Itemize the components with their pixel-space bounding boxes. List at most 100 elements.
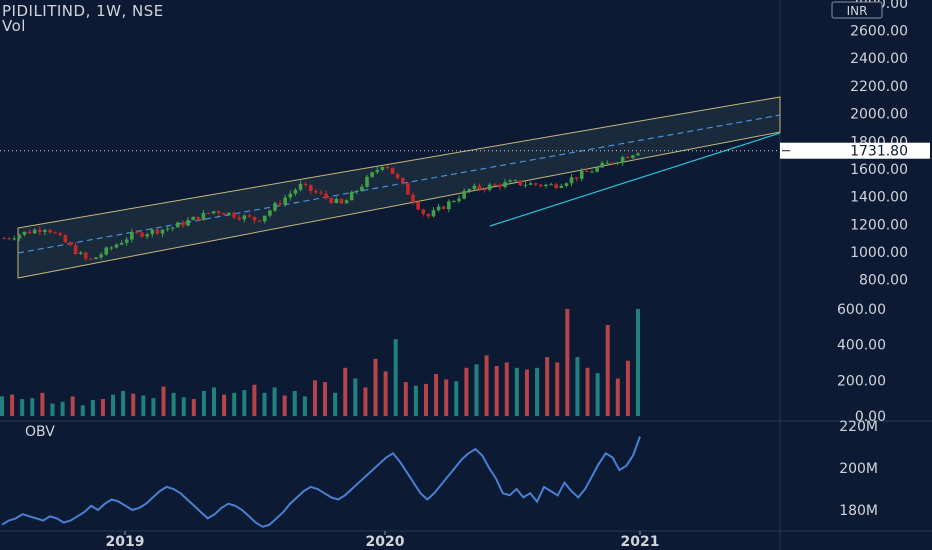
candle-body <box>165 228 170 230</box>
volume-bar <box>363 387 368 416</box>
candle-body <box>268 210 272 216</box>
price-axis-label: 1600.00 <box>850 162 908 178</box>
volume-bar <box>585 367 590 416</box>
time-axis-label: 2019 <box>106 534 145 550</box>
time-axis-label: 2020 <box>366 534 405 550</box>
obv-label: OBV <box>25 424 55 440</box>
candle-body <box>329 197 334 204</box>
candle-body <box>585 171 589 173</box>
candle-body <box>247 215 252 217</box>
candle-body <box>559 185 564 188</box>
candle-body <box>237 217 241 220</box>
obv-axis-label: 200M <box>839 461 878 477</box>
volume-bar <box>201 391 206 416</box>
candle-body <box>539 184 543 187</box>
channel-midline <box>17 114 781 254</box>
volume-bar <box>595 373 600 416</box>
volume-bar <box>161 386 166 416</box>
volume-bar <box>565 308 570 416</box>
candle-body <box>636 153 640 156</box>
volume-bar <box>121 391 126 416</box>
candle-body <box>2 238 6 240</box>
candle-body <box>605 162 610 164</box>
volume-bar <box>242 390 247 416</box>
price-axis-label: 1000.00 <box>850 245 908 261</box>
candle-body <box>390 167 395 174</box>
volume-bar <box>454 381 459 416</box>
candle-body <box>431 210 436 217</box>
candle-body <box>375 169 380 173</box>
candle-body <box>610 162 615 164</box>
candle-body <box>186 220 190 226</box>
candle-body <box>503 182 507 188</box>
volume-bar <box>222 394 227 416</box>
candle-body <box>498 184 502 188</box>
candle-body <box>401 177 405 184</box>
obv-line <box>1 436 641 528</box>
candle-body <box>421 209 426 215</box>
volume-bar <box>575 357 580 416</box>
volume-bar <box>615 378 620 416</box>
candle-body <box>314 190 318 193</box>
volume-axis-label: 600.00 <box>837 302 886 318</box>
volume-bar <box>504 362 509 416</box>
volume-bar <box>302 396 307 416</box>
volume-bar <box>252 384 257 416</box>
price-axis-label: 2200.00 <box>850 79 908 95</box>
candle-body <box>232 212 236 218</box>
volume-bar <box>232 392 237 416</box>
candle-body <box>124 239 129 243</box>
candle-body <box>631 155 635 158</box>
candle-body <box>436 206 441 211</box>
candle-body <box>201 212 206 221</box>
candle-body <box>298 183 303 190</box>
candle-body <box>242 215 247 220</box>
volume-bar <box>373 358 378 416</box>
volume-bar <box>383 371 388 416</box>
candle-body <box>620 157 625 163</box>
candle-body <box>43 230 47 232</box>
candle-body <box>160 229 165 234</box>
candle-body <box>467 189 472 191</box>
candle-body <box>334 198 339 204</box>
candle-body <box>487 184 492 190</box>
candle-body <box>252 216 257 221</box>
volume-bar <box>555 362 560 416</box>
candle-body <box>145 234 149 237</box>
candle-body <box>99 254 103 258</box>
candle-body <box>7 238 11 240</box>
candle-body <box>493 184 497 186</box>
candle-body <box>155 229 160 234</box>
volume-axis-label: 200.00 <box>837 373 886 389</box>
volume-axis-label: 400.00 <box>837 338 886 354</box>
candle-body <box>63 235 68 243</box>
volume-bar <box>141 395 146 416</box>
obv-axis-label: 220M <box>839 419 878 435</box>
candle-body <box>549 184 553 186</box>
candle-body <box>579 171 584 179</box>
volume-bar <box>343 367 348 416</box>
volume-bar <box>151 398 156 416</box>
volume-bar <box>484 355 489 416</box>
currency-badge-text: INR <box>847 4 868 18</box>
volume-bar <box>292 391 297 416</box>
candle-body <box>176 222 180 228</box>
candle-body <box>385 166 390 168</box>
candle-body <box>457 198 461 202</box>
volume-bar <box>535 367 540 416</box>
candle-body <box>477 185 482 190</box>
volume-bar <box>191 399 196 416</box>
candle-body <box>324 193 328 198</box>
candle-body <box>365 176 369 187</box>
candle-body <box>380 166 385 170</box>
volume-bar <box>282 395 287 416</box>
candle-body <box>22 231 27 235</box>
candle-body <box>78 252 83 254</box>
volume-bar <box>272 387 277 416</box>
candle-body <box>349 192 354 201</box>
volume-label: Vol <box>2 17 26 35</box>
candle-body <box>615 162 620 164</box>
candle-body <box>462 190 466 199</box>
